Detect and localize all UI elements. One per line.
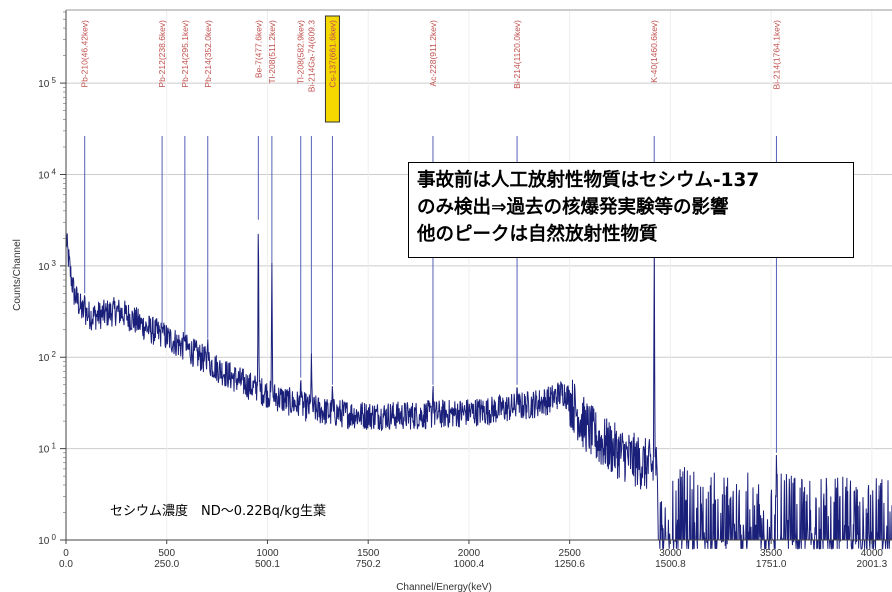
x-axis-title: Channel/Energy(keV)	[396, 582, 492, 592]
y-tick-label: 10 0	[38, 533, 56, 547]
annotation-line: のみ検出⇒過去の核爆発実験等の影響	[417, 197, 729, 218]
peak-label: Bi-214Ga-74(609.3	[306, 20, 316, 93]
peak-label: Cs-137(661.6kev)	[327, 20, 337, 88]
x-tick-energy-label: 750.2	[356, 559, 381, 570]
x-tick-energy-label: 0.0	[59, 559, 73, 570]
peak-label: Bi-214(1764.1kev)	[771, 20, 781, 90]
grid	[65, 10, 892, 541]
annotation-line: 他のピークは自然放射性物質	[417, 224, 658, 245]
x-tick-energy-label: 1250.6	[554, 559, 585, 570]
peak-label: Tl-208(582.9kev)	[296, 20, 306, 84]
peak-label: Be-7(477.6kev)	[253, 20, 263, 78]
x-tick-channel-label: 2000	[458, 548, 481, 559]
spectrum-line	[65, 233, 892, 551]
annotation-box: 事故前は人工放射性物質はセシウム-137 のみ検出⇒過去の核爆発実験等の影響 他…	[408, 162, 854, 258]
x-tick-energy-label: 500.1	[255, 559, 280, 570]
y-tick-label: 10 3	[38, 259, 56, 273]
x-tick-channel-label: 0	[63, 548, 69, 559]
cesium-concentration: セシウム濃度 ND～0.22Bq/kg生葉	[110, 504, 327, 519]
annotation-line: 事故前は人工放射性物質はセシウム-137	[417, 170, 760, 191]
x-tick-channel-label: 3000	[659, 548, 682, 559]
x-tick-energy-label: 2001.3	[857, 559, 888, 570]
y-tick-label: 10 2	[38, 350, 56, 364]
x-tick-channel-label: 2500	[559, 548, 582, 559]
x-tick-channel-label: 500	[158, 548, 175, 559]
peak-label: Pb-214(295.1kev)	[180, 20, 190, 88]
peak-label: Pb-212(238.6kev)	[157, 20, 167, 88]
spectrum-series	[65, 233, 892, 551]
peak-label: Pb-214(352.0kev)	[203, 20, 213, 88]
peak-label: Ac-228(911.2kev)	[428, 20, 438, 87]
x-tick-energy-label: 250.0	[154, 559, 179, 570]
x-tick-channel-label: 1000	[256, 548, 279, 559]
x-tick-energy-label: 1000.4	[454, 559, 485, 570]
y-axis-title: Counts/Channel	[12, 239, 23, 311]
x-tick-energy-label: 1500.8	[655, 559, 686, 570]
peak-label: Tl-208(511.2kev)	[267, 20, 277, 84]
highlight-box	[324, 15, 340, 123]
peak-label: Bi-214(1120.0kev)	[512, 20, 522, 89]
y-tick-label: 10 5	[38, 76, 56, 90]
x-tick-channel-label: 3500	[760, 548, 783, 559]
peak-label: Pb-210(46.42kev)	[80, 20, 90, 88]
peak-label: K-40(1460.6kev)	[649, 20, 659, 83]
y-tick-label: 10 1	[38, 442, 56, 456]
peak-markers: Pb-210(46.42kev) Pb-212(238.6kev) Pb-214(2…	[80, 15, 781, 453]
x-tick-channel-label: 1500	[357, 548, 380, 559]
x-tick-energy-label: 1751.0	[756, 559, 787, 570]
y-tick-label: 10 4	[38, 167, 56, 181]
x-tick-channel-label: 4000	[861, 548, 884, 559]
